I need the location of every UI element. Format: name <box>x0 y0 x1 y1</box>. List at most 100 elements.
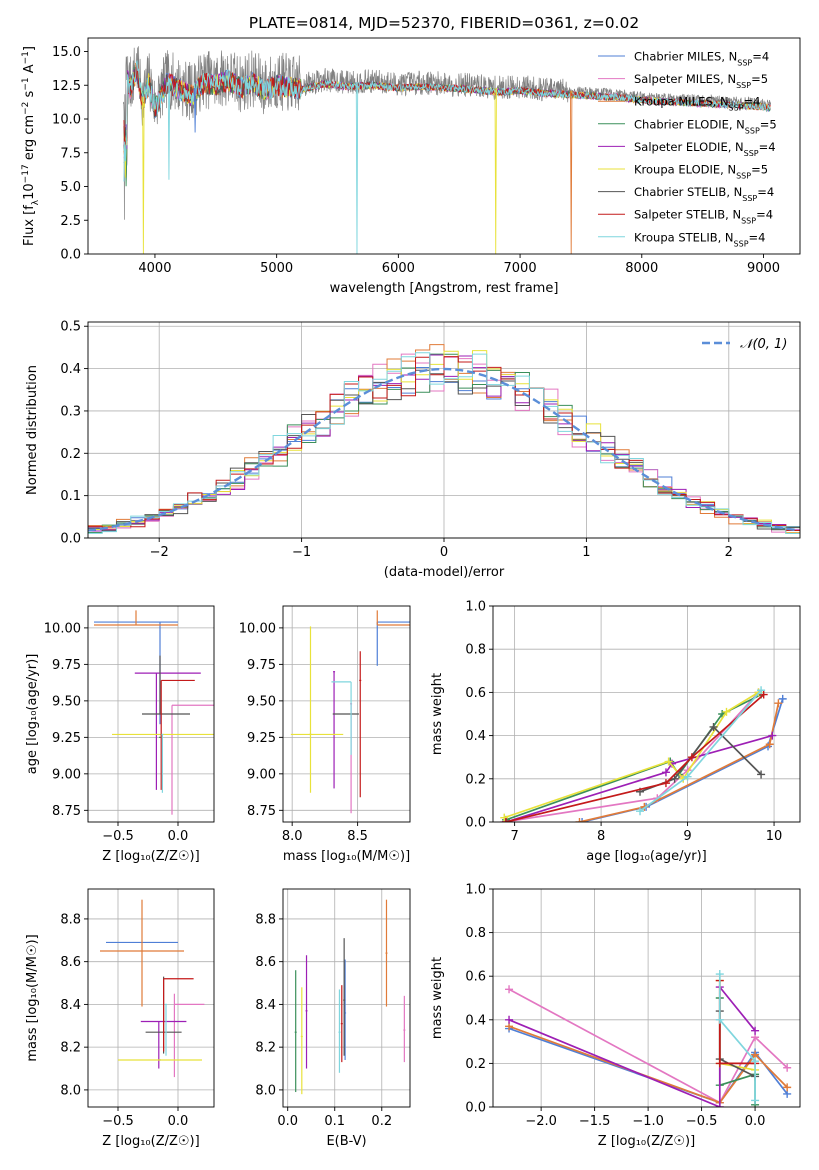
y-tick-label: 9.50 <box>52 694 81 709</box>
y-tick-label: 0.4 <box>465 1013 486 1028</box>
legend-series-name: Kroupa MILES, N <box>634 95 729 109</box>
weight-marker <box>715 970 724 979</box>
x-tick-label: 4000 <box>138 261 171 276</box>
ticks: −2 −1 0 1 2 0.0 0.1 0.2 0.3 0.4 0.5 <box>60 320 733 560</box>
errorbar-point <box>340 985 343 1063</box>
errorbar-point <box>403 995 406 1063</box>
axes-frame <box>492 888 801 1108</box>
legend-subscript: SSP <box>736 171 751 180</box>
y-tick-label: 12.5 <box>52 79 81 94</box>
y-tick-label: 0.2 <box>465 1057 486 1072</box>
x-tick-label: −0.5 <box>102 1114 134 1129</box>
legend-subscript: SSP <box>745 126 760 135</box>
y-tick-label: 2.5 <box>60 214 81 229</box>
weight-marker <box>783 1083 792 1092</box>
legend-nssp: =5 <box>751 163 768 177</box>
errorbar-point <box>343 938 346 1056</box>
legend-label: Salpeter ELODIE, NSSP=4 <box>634 140 776 158</box>
x-tick-label: −1.5 <box>579 1114 611 1129</box>
weight-marker <box>501 818 510 822</box>
x-axis-label: Z [log₁₀(Z/Z☉)] <box>102 849 199 864</box>
ticks: −0.5 0.0 8.0 8.2 8.4 8.6 8.8 <box>60 912 188 1129</box>
weight-marker <box>500 813 509 822</box>
axes-frame <box>282 888 411 1108</box>
errorbar-point <box>142 655 190 715</box>
legend-subscript: SSP <box>741 216 756 225</box>
ticks: −2.0 −1.5 −1.0 −0.5 0.0 0.0 0.2 0.4 0.6 0.8 1.0 <box>465 883 765 1130</box>
y-tick-label: 7.5 <box>60 146 81 161</box>
weight-marker <box>768 731 777 740</box>
errorbar-point <box>376 610 410 626</box>
weight-marker <box>670 774 679 783</box>
y-tick-label: 9.75 <box>52 658 81 673</box>
x-tick-label: 1 <box>582 545 590 560</box>
legend-series-name: Kroupa ELODIE, N <box>634 163 736 177</box>
chart-title: PLATE=0814, MJD=52370, FIBERID=0361, z=0… <box>249 14 639 32</box>
weight-marker <box>783 1063 792 1072</box>
y-axis-label-part: λ <box>31 199 41 205</box>
legend-nssp: =4 <box>756 208 773 222</box>
legend-label: 𝒩(0, 1) <box>740 337 787 352</box>
y-tick-label: 8.4 <box>60 998 81 1013</box>
y-axis-label-part: Flux [f <box>22 205 37 246</box>
legend-subscript: SSP <box>736 81 751 90</box>
y-tick-label: 1.0 <box>465 883 486 898</box>
x-axis-label: Z [log₁₀(Z/Z☉)] <box>598 1134 695 1149</box>
x-tick-label: −0.5 <box>102 829 134 844</box>
weight-line <box>718 974 756 1101</box>
x-tick-label: 7 <box>510 829 518 844</box>
y-tick-label: 10.00 <box>44 621 81 636</box>
legend-label: Salpeter MILES, NSSP=5 <box>634 72 768 90</box>
x-tick-label: 0 <box>440 545 448 560</box>
y-tick-label: 10.00 <box>239 621 276 636</box>
spectrum-drop <box>355 82 359 254</box>
errorbars <box>100 899 205 1078</box>
legend-series-name: Salpeter STELIB, N <box>634 208 741 222</box>
x-tick-label: 8.5 <box>347 829 368 844</box>
weight-line <box>503 691 759 819</box>
errorbar-point <box>160 679 195 790</box>
weight-marker <box>505 1015 514 1024</box>
x-axis-label: (data-model)/error <box>384 565 505 580</box>
legend-series-name: Chabrier ELODIE, N <box>634 117 745 131</box>
spectrum-panel: 4000 5000 6000 7000 8000 9000 0.0 2.5 5.0 7.5 10.0… <box>21 14 801 296</box>
errorbars <box>94 610 214 815</box>
x-axis-label: Z [log₁₀(Z/Z☉)] <box>102 1134 199 1149</box>
errorbar-point <box>161 733 164 793</box>
legend-series-name: Salpeter MILES, N <box>634 72 736 86</box>
legend-series-name: Kroupa STELIB, N <box>634 230 734 244</box>
y-tick-label: 0.6 <box>465 970 486 985</box>
y-tick-label: 15.0 <box>52 45 81 60</box>
errorbar-point <box>171 704 214 815</box>
x-tick-label: 8000 <box>625 261 658 276</box>
legend-label: Kroupa ELODIE, NSSP=5 <box>634 163 768 181</box>
weight-line <box>718 998 756 1105</box>
y-tick-label: 9.25 <box>52 731 81 746</box>
legend-nssp: =5 <box>751 72 768 86</box>
y-tick-label: 0.8 <box>465 643 486 658</box>
x-tick-label: 0.0 <box>277 1114 298 1129</box>
y-tick-label: 8.2 <box>60 1041 81 1056</box>
y-tick-label: 0.6 <box>465 686 486 701</box>
y-axis-label-part: −2 <box>21 102 31 115</box>
errorbar-point <box>100 899 184 1007</box>
legend-nssp: =4 <box>752 50 769 64</box>
y-axis-label: Flux [fλ10−17 erg cm−2 s−1 A−1] <box>21 46 41 246</box>
y-axis-label: Normed distribution <box>25 365 40 495</box>
weight-line <box>505 734 773 822</box>
errorbar-point <box>173 993 205 1078</box>
errorbar-point <box>376 621 410 666</box>
x-axis-label: wavelength [Angstrom, rest frame] <box>330 281 559 296</box>
x-tick-label: 0.1 <box>324 1114 345 1129</box>
weight-marker <box>757 770 766 779</box>
weight-marker <box>683 772 692 781</box>
weight-marker <box>661 768 670 777</box>
y-tick-label: 0.8 <box>465 926 486 941</box>
y-axis-label-part: ] <box>22 46 37 51</box>
weight-marker <box>757 686 766 695</box>
y-axis-label-part: −17 <box>21 164 31 183</box>
y-tick-label: 0.4 <box>465 729 486 744</box>
y-tick-label: 0.3 <box>60 404 81 419</box>
weight-vs-metallicity-panel: −2.0 −1.5 −1.0 −0.5 0.0 0.0 0.2 0.4 0.6 0.8 1.0 Z [… <box>430 883 801 1149</box>
weight-line <box>504 691 760 822</box>
